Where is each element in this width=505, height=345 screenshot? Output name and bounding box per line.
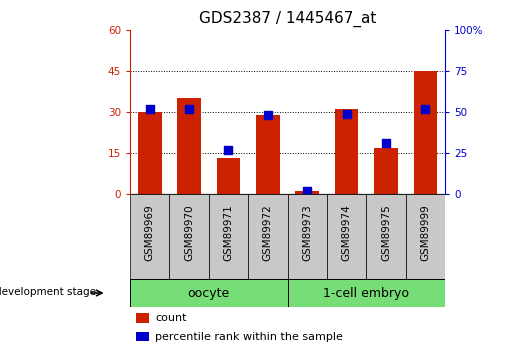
Bar xyxy=(138,112,162,194)
Point xyxy=(342,111,350,116)
Bar xyxy=(130,279,287,307)
Text: 1-cell embryo: 1-cell embryo xyxy=(323,286,409,299)
Text: GSM89974: GSM89974 xyxy=(341,204,351,260)
Bar xyxy=(287,194,327,279)
Text: GSM89972: GSM89972 xyxy=(263,204,273,260)
Bar xyxy=(374,148,398,194)
Point xyxy=(224,147,232,152)
Bar xyxy=(366,194,406,279)
Point xyxy=(382,140,390,146)
Bar xyxy=(130,194,169,279)
Point xyxy=(145,106,154,111)
Point xyxy=(264,112,272,118)
Bar xyxy=(177,98,201,194)
Text: GSM89973: GSM89973 xyxy=(302,204,312,260)
Bar xyxy=(169,194,209,279)
Text: count: count xyxy=(155,313,187,323)
Bar xyxy=(209,194,248,279)
Text: GSM89971: GSM89971 xyxy=(223,204,233,260)
Bar xyxy=(136,332,149,341)
Bar xyxy=(335,109,359,194)
Text: GSM89970: GSM89970 xyxy=(184,204,194,260)
Bar xyxy=(248,194,287,279)
Text: oocyte: oocyte xyxy=(188,286,230,299)
Point xyxy=(185,106,193,111)
Bar xyxy=(406,194,445,279)
Text: percentile rank within the sample: percentile rank within the sample xyxy=(155,332,343,342)
Bar xyxy=(414,71,437,194)
Bar xyxy=(256,115,280,194)
Text: GSM89999: GSM89999 xyxy=(420,204,430,260)
Bar xyxy=(295,191,319,194)
Point xyxy=(421,106,429,111)
Title: GDS2387 / 1445467_at: GDS2387 / 1445467_at xyxy=(199,11,376,27)
Text: GSM89975: GSM89975 xyxy=(381,204,391,260)
Text: development stage: development stage xyxy=(0,287,96,297)
Bar xyxy=(287,279,445,307)
Text: GSM89969: GSM89969 xyxy=(145,204,155,260)
Point xyxy=(303,188,311,194)
Bar xyxy=(217,158,240,194)
Bar xyxy=(136,314,149,323)
Bar xyxy=(327,194,366,279)
